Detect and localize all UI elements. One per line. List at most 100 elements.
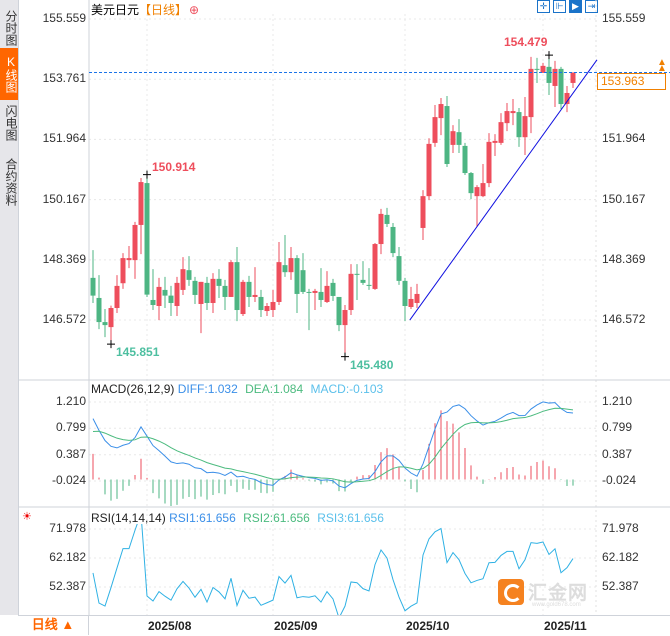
candle-body bbox=[522, 116, 528, 138]
candle-body bbox=[192, 280, 198, 295]
price-tick-right: 150.167 bbox=[602, 191, 646, 206]
rsi-line bbox=[92, 524, 574, 615]
rsi-tick-right: 71.978 bbox=[602, 521, 639, 535]
candle-body bbox=[564, 92, 570, 105]
price-tick-right: 148.369 bbox=[602, 251, 646, 266]
candle-body bbox=[270, 301, 276, 311]
extreme-price-label: 154.479 bbox=[504, 35, 548, 50]
candle-body bbox=[252, 294, 258, 297]
candle-body bbox=[486, 141, 492, 184]
candle-body bbox=[450, 131, 456, 145]
candle-body bbox=[222, 285, 228, 297]
rsi2-value: RSI2:61.656 bbox=[243, 511, 310, 525]
candle-body bbox=[282, 265, 288, 273]
candle-body bbox=[342, 310, 348, 326]
candle-body bbox=[558, 68, 564, 105]
candle-body bbox=[396, 256, 402, 281]
rsi-tick-right: 52.387 bbox=[602, 579, 639, 593]
candle-body bbox=[516, 112, 522, 138]
crosshair-icon[interactable]: ✛ bbox=[537, 0, 550, 13]
tab-flash[interactable]: 闪电图 bbox=[4, 105, 18, 141]
candle-body bbox=[444, 106, 450, 164]
indicator-settings-icon[interactable]: ☀ bbox=[22, 511, 32, 523]
exit-icon[interactable]: ⇥ bbox=[585, 0, 598, 13]
candle-body bbox=[300, 270, 306, 292]
candle-body bbox=[372, 244, 378, 289]
candle-body bbox=[354, 273, 360, 275]
scroll-up-icon[interactable]: ▲ ▲ bbox=[657, 57, 667, 74]
rsi-tick-right: 62.182 bbox=[602, 550, 639, 564]
play-icon[interactable]: ▶ bbox=[569, 0, 582, 13]
trendline bbox=[409, 59, 598, 321]
candle-body bbox=[204, 282, 210, 303]
dea-value: DEA:1.084 bbox=[245, 382, 304, 396]
candle-body bbox=[324, 285, 330, 302]
candle-body bbox=[186, 270, 192, 280]
candle-body bbox=[240, 281, 246, 315]
macd-value: MACD:-0.103 bbox=[310, 382, 384, 396]
date-tick-label: 2025/08 bbox=[148, 619, 192, 633]
candle-body bbox=[120, 258, 126, 284]
candle-body bbox=[456, 132, 462, 145]
rsi-tick-left: 71.978 bbox=[49, 521, 86, 535]
macd-tick-left: 1.210 bbox=[55, 394, 86, 408]
candle-body bbox=[228, 262, 234, 297]
date-tick-label: 2025/11 bbox=[544, 619, 587, 633]
price-tick-left: 153.761 bbox=[42, 71, 86, 86]
tab-intraday[interactable]: 分时图 bbox=[4, 10, 18, 46]
candle-body bbox=[420, 196, 426, 228]
price-tick-left: 148.369 bbox=[42, 251, 86, 266]
price-tick-left: 146.572 bbox=[42, 312, 86, 326]
diff-line bbox=[92, 401, 574, 489]
price-tick-right: 151.964 bbox=[602, 131, 646, 146]
candle-body bbox=[462, 145, 468, 174]
candle-body bbox=[348, 273, 354, 311]
macd-tick-left: -0.024 bbox=[51, 473, 86, 487]
extreme-marker-icon bbox=[341, 352, 349, 361]
candle-body bbox=[540, 65, 546, 73]
period-filter-button[interactable]: 日线 ▲ bbox=[18, 615, 89, 635]
candle-body bbox=[294, 258, 300, 294]
candle-body bbox=[480, 183, 486, 197]
watermark-text: 汇金网 bbox=[528, 583, 589, 604]
date-axis bbox=[18, 615, 670, 636]
candle-body bbox=[180, 269, 186, 290]
candle-body bbox=[174, 282, 180, 306]
candle-body bbox=[366, 284, 372, 286]
candle-body bbox=[132, 224, 138, 261]
sidebar: 分时图 K线图 闪电图 合约资料 bbox=[0, 0, 19, 615]
candle-body bbox=[312, 290, 318, 293]
tab-kline[interactable]: K线图 bbox=[0, 48, 18, 100]
price-tick-right: 146.572 bbox=[602, 312, 646, 326]
macd-tick-right: 0.387 bbox=[602, 446, 633, 461]
candle-body bbox=[276, 262, 282, 302]
candle-body bbox=[432, 117, 438, 143]
candle-body bbox=[504, 111, 510, 124]
tab-contract-info[interactable]: 合约资料 bbox=[4, 158, 18, 206]
watermark-url: www.gold678.com bbox=[532, 602, 581, 608]
date-tick-label: 2025/10 bbox=[406, 619, 450, 633]
candle-body bbox=[198, 281, 204, 304]
candle-body bbox=[360, 279, 366, 283]
candle-body bbox=[390, 226, 396, 254]
candle-body bbox=[114, 285, 120, 309]
candle-body bbox=[246, 281, 252, 297]
candle-body bbox=[126, 258, 132, 261]
price-tick-right: 155.559 bbox=[602, 11, 646, 25]
extreme-price-label: 150.914 bbox=[152, 159, 196, 174]
candle-body bbox=[468, 173, 474, 194]
candle-body bbox=[546, 66, 552, 83]
range-icon[interactable]: ⊩ bbox=[553, 0, 566, 13]
rsi-tick-left: 62.182 bbox=[49, 550, 86, 564]
dea-line bbox=[92, 407, 574, 483]
extreme-marker-icon bbox=[107, 340, 115, 349]
candle-body bbox=[402, 280, 408, 306]
extreme-price-label: 145.480 bbox=[350, 357, 394, 372]
period-label[interactable]: 【日线】 bbox=[139, 3, 188, 17]
candle-body bbox=[144, 183, 150, 295]
candle-body bbox=[210, 278, 216, 303]
add-indicator-icon[interactable]: ⊕ bbox=[189, 3, 200, 17]
macd-tick-right: -0.024 bbox=[602, 473, 637, 487]
candle-body bbox=[510, 111, 516, 114]
